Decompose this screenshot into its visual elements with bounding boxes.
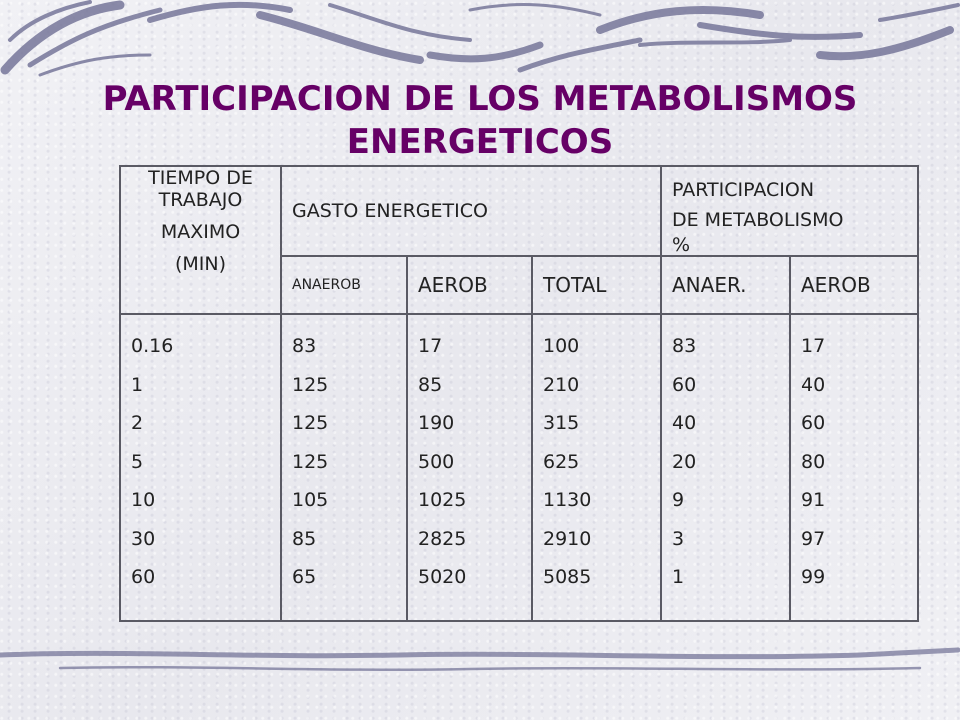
column-tiempo: 0.16 1 2 5 10 30 60 (119, 313, 282, 622)
table-cell-value: 40 (672, 412, 697, 434)
table-cell-value: 9 (672, 489, 685, 511)
table-cell-value: 30 (131, 527, 156, 550)
table-cell-value: 10 (131, 489, 156, 511)
subheader-aerob-pct: AEROB (789, 255, 919, 315)
table-cell-value: 5085 (543, 566, 592, 588)
table-cell-value: 17 (418, 335, 443, 357)
table-cell-value: 40 (801, 373, 826, 396)
header-participacion-line: DE METABOLISMO (672, 209, 844, 231)
table-cell-value: 83 (672, 335, 697, 357)
table-cell-value: 500 (418, 450, 455, 473)
title-line-2: ENERGETICOS (346, 122, 614, 162)
header-tiempo-line: TIEMPO DE (148, 167, 253, 189)
table-cell-value: 125 (292, 450, 329, 473)
table-cell-value: 20 (672, 450, 697, 473)
table-cell-value: 60 (131, 566, 156, 588)
table-cell-value: 17 (801, 335, 826, 357)
column-anaerob: 83 125 125 125 105 85 65 (280, 313, 408, 622)
table-cell-value: 2910 (543, 527, 592, 550)
header-tiempo-cell: TIEMPO DE TRABAJO MAXIMO (MIN) (119, 165, 282, 315)
metabolism-table: TIEMPO DE TRABAJO MAXIMO (MIN) GASTO ENE… (119, 165, 919, 622)
subheader-anaer: ANAER. (660, 255, 791, 315)
table-cell-value: 5020 (418, 566, 467, 588)
header-row: TIEMPO DE TRABAJO MAXIMO (MIN) GASTO ENE… (119, 165, 919, 315)
subheader-row: ANAEROB AEROB TOTAL ANAER. AEROB (120, 255, 919, 315)
table-cell-value: 99 (801, 566, 826, 588)
table-cell-value: 315 (543, 412, 580, 434)
column-aerob-pct: 17 40 60 80 91 97 99 (789, 313, 919, 622)
table-cell-value: 1025 (418, 489, 467, 511)
header-participacion-line: PARTICIPACION (672, 179, 815, 201)
table-cell-value: 1130 (543, 489, 592, 511)
table-cell-value: 1 (131, 373, 144, 396)
page-title: PARTICIPACION DE LOS METABOLISMOS ENERGE… (0, 78, 960, 164)
header-gasto-energetico: GASTO ENERGETICO (280, 165, 662, 257)
header-tiempo-line: MAXIMO (160, 221, 241, 243)
header-participacion-cell: PARTICIPACION DE METABOLISMO % (660, 165, 919, 257)
subheader-total: TOTAL (531, 255, 662, 315)
table-cell-value: 80 (801, 450, 826, 473)
table-cell-value: 83 (292, 335, 317, 357)
table-cell-value: 60 (672, 373, 697, 396)
table-cell-value: 0.16 (131, 335, 174, 357)
column-total: 100 210 315 625 1130 2910 5085 (531, 313, 662, 622)
table-cell-value: 125 (292, 373, 329, 396)
table-cell-value: 91 (801, 489, 826, 511)
header-tiempo-line: TRABAJO (158, 189, 243, 211)
table-cell-value: 3 (672, 527, 685, 550)
table-cell-value: 210 (543, 373, 580, 396)
subheader-anaerob: ANAEROB (280, 255, 408, 315)
table-cell-value: 1 (672, 566, 685, 588)
table-cell-value: 2825 (418, 527, 467, 550)
table-cell-value: 105 (292, 489, 329, 511)
header-participacion-line: % (672, 234, 691, 256)
table-cell-value: 85 (292, 527, 317, 550)
table-cell-value: 125 (292, 412, 329, 434)
table-cell-value: 190 (418, 412, 455, 434)
header-tiempo-line: (MIN) (174, 253, 227, 275)
data-row: 0.16 1 2 5 10 30 60 83 125 125 125 105 85 65 17 85 190… (119, 313, 919, 622)
column-anaer-pct: 83 60 40 20 9 3 1 (660, 313, 791, 622)
table-cell-value: 100 (543, 335, 580, 357)
table-cell-value: 85 (418, 373, 443, 396)
title-line-1: PARTICIPACION DE LOS METABOLISMOS (102, 79, 858, 119)
table-cell-value: 2 (131, 412, 144, 434)
table-cell-value: 60 (801, 412, 826, 434)
table-cell-value: 625 (543, 450, 580, 473)
table-cell-value: 5 (131, 450, 144, 473)
table-cell-value: 97 (801, 527, 826, 550)
subheader-aerob: AEROB (406, 255, 533, 315)
table-cell-value: 65 (292, 566, 317, 588)
column-aerob: 17 85 190 500 1025 2825 5020 (406, 313, 533, 622)
